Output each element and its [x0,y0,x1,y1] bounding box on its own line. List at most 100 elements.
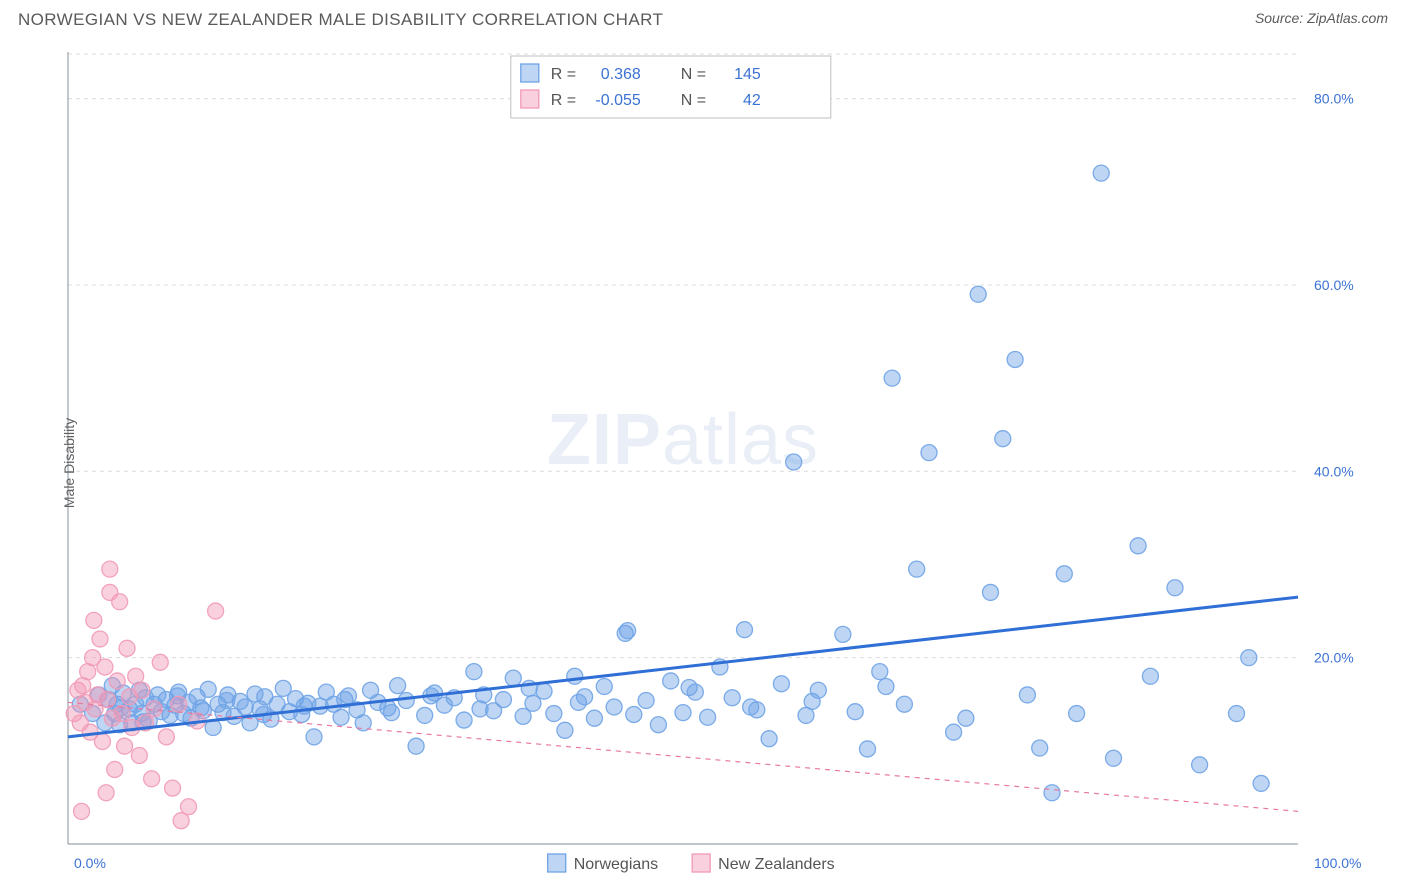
data-point [557,722,573,738]
data-point [1106,750,1122,766]
scatter-plot: 20.0% 40.0% 60.0% 80.0% ZIPatlas 0.0% 100.0% R … [18,42,1388,884]
data-point [165,780,181,796]
chart-header: NORWEGIAN VS NEW ZEALANDER MALE DISABILI… [0,0,1406,36]
data-point [114,706,130,722]
data-point [74,803,90,819]
data-point [200,681,216,697]
data-point [306,729,322,745]
legend-swatch [521,90,539,108]
data-point [626,706,642,722]
y-tick-label: 20.0% [1314,650,1354,666]
data-point [586,710,602,726]
data-point [171,696,187,712]
data-point [958,710,974,726]
data-point [860,741,876,757]
data-point [773,676,789,692]
data-point [1142,668,1158,684]
legend-n-label: N = [681,92,706,109]
data-point [408,738,424,754]
data-point [1032,740,1048,756]
legend-swatch [548,854,566,872]
data-point [1069,706,1085,722]
data-point [333,709,349,725]
data-point [97,659,113,675]
y-tick-label: 40.0% [1314,463,1354,479]
data-point [152,654,168,670]
watermark: ZIPatlas [547,400,819,480]
data-point [112,594,128,610]
data-point [700,709,716,725]
data-point [567,668,583,684]
y-axis-label: Male Disability [61,418,77,508]
data-point [536,683,552,699]
data-point [724,690,740,706]
data-point [208,603,224,619]
data-point [1044,785,1060,801]
data-point [109,673,125,689]
legend-n-value: 42 [743,92,761,109]
data-point [970,286,986,302]
data-point [681,679,697,695]
data-point [1056,566,1072,582]
data-point [134,682,150,698]
data-point [804,693,820,709]
data-point [786,454,802,470]
data-point [546,706,562,722]
data-point [596,679,612,695]
data-point [219,693,235,709]
data-point [606,699,622,715]
y-tick-label: 80.0% [1314,91,1354,107]
data-point [144,771,160,787]
data-point [570,694,586,710]
legend-n-label: N = [681,66,706,83]
data-point [1253,775,1269,791]
data-point [1241,650,1257,666]
data-point [158,729,174,745]
data-point [94,734,110,750]
legend-n-value: 145 [734,66,761,83]
data-point [1229,706,1245,722]
data-point [835,626,851,642]
data-point [884,370,900,386]
data-point [896,696,912,712]
data-point [761,731,777,747]
y-tick-label: 60.0% [1314,277,1354,293]
data-point [146,701,162,717]
legend-label: Norwegians [574,856,658,873]
legend-label: New Zealanders [718,856,835,873]
legend-r-value: 0.368 [601,66,641,83]
chart-container: Male Disability 20.0% 40.0% 60.0% 80.0% ZIPa… [18,42,1388,884]
data-point [383,705,399,721]
data-point [98,785,114,801]
data-point [909,561,925,577]
data-point [86,612,102,628]
data-point [181,799,197,815]
data-point [131,747,147,763]
data-point [1192,757,1208,773]
x-tick-label: 100.0% [1314,855,1361,871]
legend-r-label: R = [551,92,576,109]
legend-r-value: -0.055 [595,92,640,109]
legend-r-label: R = [551,66,576,83]
legend-swatch [692,854,710,872]
data-point [472,701,488,717]
data-point [946,724,962,740]
data-point [390,678,406,694]
data-point [495,692,511,708]
data-point [995,431,1011,447]
source-prefix: Source: [1255,10,1307,26]
legend-swatch [521,64,539,82]
data-point [505,670,521,686]
data-point [1167,580,1183,596]
data-point [921,445,937,461]
data-point [119,640,135,656]
series-norwegians [72,165,1269,801]
data-point [1093,165,1109,181]
data-point [983,584,999,600]
data-point [92,631,108,647]
data-point [620,623,636,639]
x-tick-label: 0.0% [74,855,106,871]
data-point [456,712,472,728]
data-point [675,705,691,721]
data-point [847,704,863,720]
